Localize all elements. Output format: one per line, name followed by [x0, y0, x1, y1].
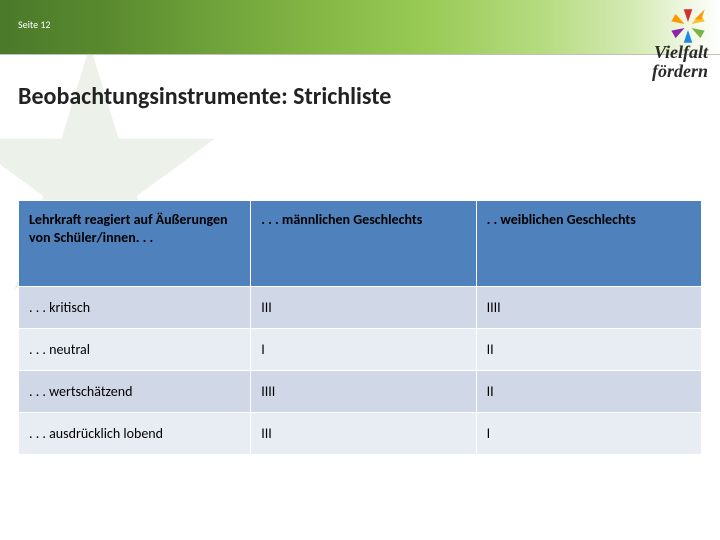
- logo-line1: Vielfalt: [652, 43, 708, 62]
- table-row: . . . neutralIII: [19, 329, 702, 371]
- row-label: . . . kritisch: [19, 287, 251, 329]
- tally-table-container: Lehrkraft reagiert auf Äußerungen von Sc…: [18, 200, 702, 455]
- table-row: . . . kritischIIIIIII: [19, 287, 702, 329]
- col-header-female: . . weiblichen Geschlechts: [476, 201, 701, 287]
- page-title: Beobachtungsinstrumente: Strichliste: [18, 82, 391, 111]
- tally-male: III: [251, 413, 476, 455]
- tally-male: III: [251, 287, 476, 329]
- tally-female: IIII: [476, 287, 701, 329]
- col-header-behavior: Lehrkraft reagiert auf Äußerungen von Sc…: [19, 201, 251, 287]
- row-label: . . . neutral: [19, 329, 251, 371]
- header-divider: [0, 54, 720, 55]
- table-body: . . . kritischIIIIIII. . . neutralIII. .…: [19, 287, 702, 455]
- logo-line2: fördern: [652, 62, 708, 81]
- header-green-band: [0, 0, 720, 54]
- tally-female: I: [476, 413, 701, 455]
- table-row: . . . ausdrücklich lobendIIII: [19, 413, 702, 455]
- row-label: . . . ausdrücklich lobend: [19, 413, 251, 455]
- row-label: . . . wertschätzend: [19, 371, 251, 413]
- logo-text: Vielfalt fördern: [652, 43, 708, 81]
- table-header-row: Lehrkraft reagiert auf Äußerungen von Sc…: [19, 201, 702, 287]
- table-row: . . . wertschätzendIIIIII: [19, 371, 702, 413]
- tally-female: II: [476, 329, 701, 371]
- tally-female: II: [476, 371, 701, 413]
- tally-male: I: [251, 329, 476, 371]
- page-number: Seite 12: [18, 18, 50, 31]
- tally-male: IIII: [251, 371, 476, 413]
- logo-star-icon: [668, 6, 708, 46]
- logo: Vielfalt fördern: [652, 6, 708, 81]
- col-header-male: . . . männlichen Geschlechts: [251, 201, 476, 287]
- tally-table: Lehrkraft reagiert auf Äußerungen von Sc…: [18, 200, 702, 455]
